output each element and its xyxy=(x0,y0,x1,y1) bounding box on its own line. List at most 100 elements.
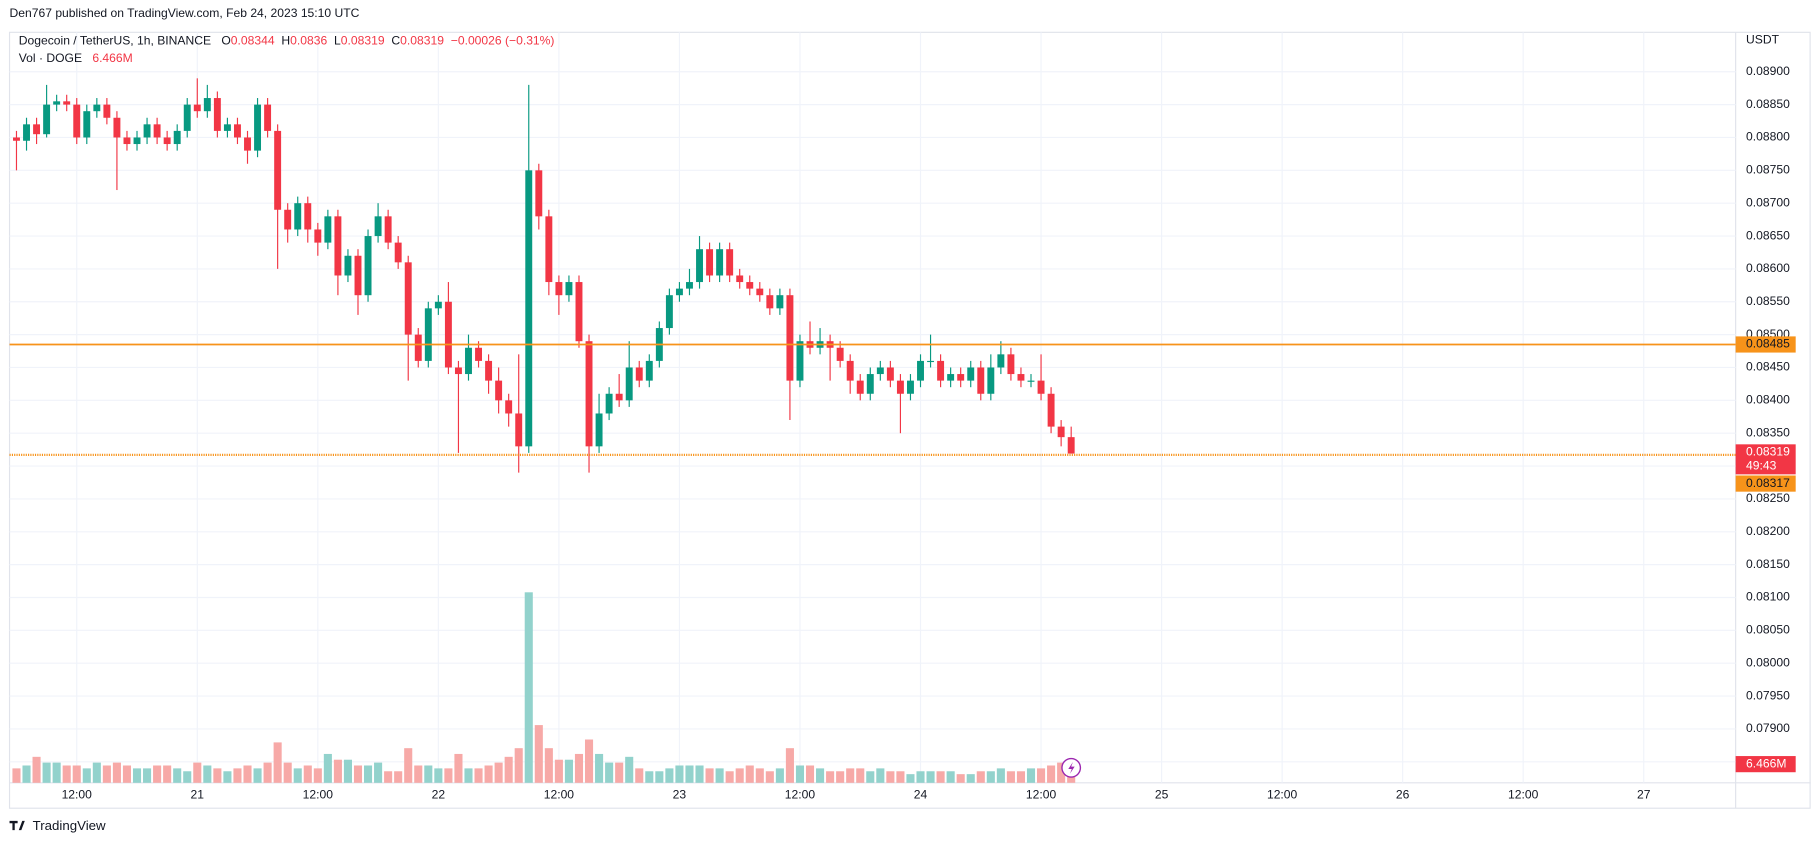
volume-bar xyxy=(876,768,885,783)
brand: TradingView xyxy=(33,818,106,833)
volume-bar xyxy=(283,762,292,783)
candle-body xyxy=(334,216,342,276)
candle-body xyxy=(937,360,945,381)
currency: USDT xyxy=(1746,33,1780,47)
volume-bar xyxy=(765,771,774,783)
volume-bar xyxy=(916,771,925,783)
volume-bar xyxy=(263,762,272,783)
volume-bar xyxy=(856,768,865,783)
level-badge xyxy=(1735,336,1796,353)
y-tick-label: 0.08000 xyxy=(1746,655,1790,669)
volume-bar xyxy=(846,768,855,783)
volume-bar xyxy=(112,762,121,783)
candle-body xyxy=(475,347,482,361)
volume-bar xyxy=(584,739,594,783)
volume-bar xyxy=(92,762,101,783)
volume-legend: Vol · DOGE 6.466M xyxy=(19,51,133,65)
candle-body xyxy=(987,367,995,394)
x-tick-label: 25 xyxy=(1155,788,1169,802)
candle-body xyxy=(163,137,171,145)
volume-bar xyxy=(826,771,835,783)
candle-body xyxy=(525,170,533,447)
volume-badge xyxy=(1735,756,1796,773)
volume-bar xyxy=(524,592,533,783)
volume-bar xyxy=(534,725,543,783)
volume-bar xyxy=(303,765,312,783)
y-tick-label: 0.08550 xyxy=(1746,294,1790,308)
candle-body xyxy=(716,249,724,276)
candle-body xyxy=(213,98,221,131)
level-badge xyxy=(1735,475,1796,492)
candle-body xyxy=(404,262,412,335)
volume-bar xyxy=(12,768,21,783)
candle-body xyxy=(635,367,643,381)
candle-body xyxy=(675,288,683,296)
volume-bar xyxy=(454,753,463,783)
candle-body xyxy=(454,367,462,375)
volume-bar xyxy=(926,771,935,783)
volume-bar xyxy=(705,768,714,783)
y-tick-label: 0.08400 xyxy=(1746,393,1790,407)
candle-body xyxy=(625,367,633,401)
candle-body xyxy=(63,101,71,105)
volume-bar xyxy=(986,771,995,783)
candle-body xyxy=(585,341,593,447)
volume-bar xyxy=(424,765,433,783)
volume-bar xyxy=(645,771,654,783)
volume-bar xyxy=(996,768,1005,783)
volume-title: Vol · DOGE xyxy=(19,51,82,65)
volume-bar xyxy=(896,771,905,783)
candle-body xyxy=(344,255,352,276)
candle-body xyxy=(223,124,231,131)
volume-bar xyxy=(153,765,162,783)
volume-bar xyxy=(163,765,172,783)
volume-bar xyxy=(394,771,403,783)
y-tick-label: 0.08900 xyxy=(1746,64,1790,78)
candle-body xyxy=(113,117,121,138)
candle-body xyxy=(1037,380,1045,394)
candle-body xyxy=(314,229,322,243)
y-tick-label: 0.08750 xyxy=(1746,163,1790,177)
candle-body xyxy=(1007,354,1015,375)
volume-bar xyxy=(173,768,182,783)
volume-bar xyxy=(434,768,443,783)
candle-body xyxy=(143,124,151,138)
volume-bar xyxy=(42,762,51,783)
volume-bar xyxy=(1006,771,1015,783)
volume-bar xyxy=(384,771,393,783)
candle-body xyxy=(917,360,924,381)
ohlc-letter: O xyxy=(221,34,230,48)
volume-bar xyxy=(193,762,202,783)
candle-body xyxy=(746,282,754,289)
volume-bar xyxy=(966,774,975,783)
candle-body xyxy=(736,275,744,283)
volume-bar xyxy=(82,768,91,783)
ohlc-value: 0.0836 xyxy=(290,34,327,48)
volume-bar xyxy=(816,768,825,783)
candle-body xyxy=(545,216,553,283)
volume-bar xyxy=(183,771,192,783)
volume-bar xyxy=(906,774,915,783)
candle-body xyxy=(866,374,874,394)
candle-body xyxy=(896,380,904,394)
x-tick-label: 22 xyxy=(432,788,446,802)
candle-body xyxy=(434,301,442,309)
y-tick-label: 0.07950 xyxy=(1746,688,1790,702)
candle-body xyxy=(274,130,282,210)
y-tick-label: 0.08250 xyxy=(1746,491,1790,505)
candle-body xyxy=(947,374,955,381)
x-tick-label: 12:00 xyxy=(303,788,334,802)
candle-body xyxy=(33,124,41,135)
candle-body xyxy=(575,282,583,342)
candle-body xyxy=(565,282,573,296)
ohlc-value: 0.08344 xyxy=(231,34,275,48)
volume-bar xyxy=(655,771,664,783)
plot-frame xyxy=(8,31,1811,809)
ohlc-letter: H xyxy=(281,34,290,48)
volume-bar xyxy=(444,768,453,783)
footer-logo: TradingView xyxy=(9,818,106,833)
publish-info: Den767 published on TradingView.com, Feb… xyxy=(10,6,360,20)
volume-bar xyxy=(595,753,604,783)
volume-bar xyxy=(353,765,363,783)
